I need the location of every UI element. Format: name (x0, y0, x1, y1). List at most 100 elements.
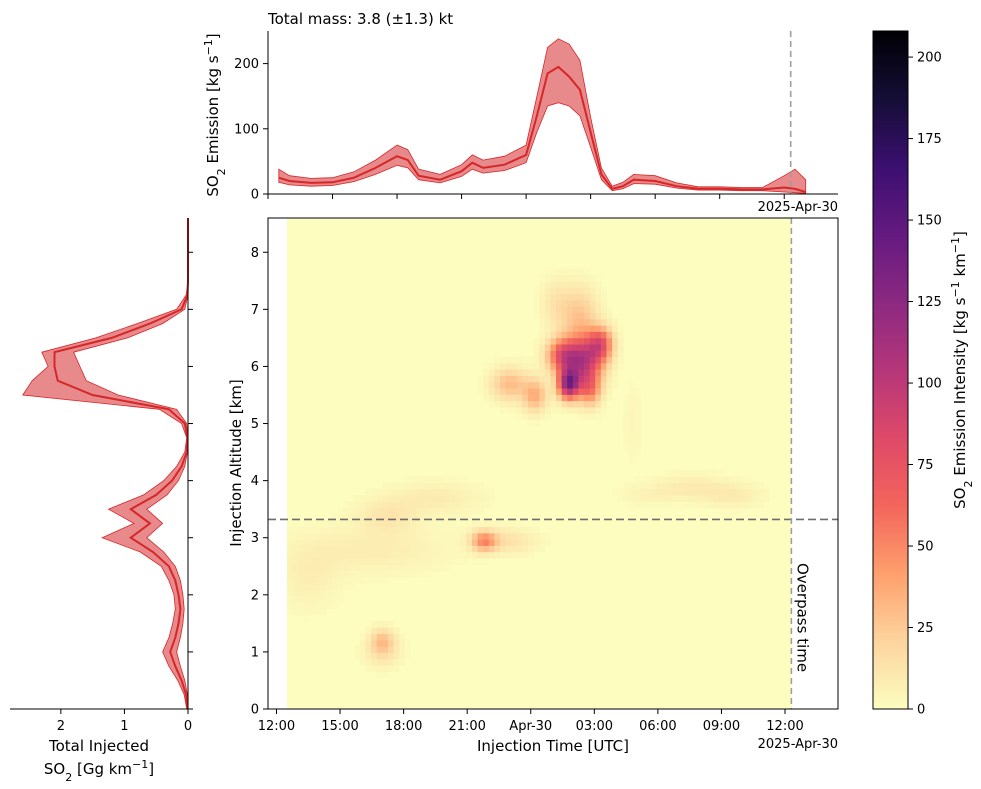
heatmap-cell (382, 545, 389, 553)
heatmap-cell (572, 350, 580, 358)
heatmap-cell (584, 337, 591, 345)
heatmap-cell (421, 513, 428, 521)
heatmap-cell (567, 369, 574, 376)
heatmap-cell (612, 343, 619, 351)
heatmap-cell (292, 595, 299, 603)
heatmap-cell (544, 293, 552, 301)
heatmap-cell (343, 564, 350, 572)
heatmap-cell (483, 494, 490, 502)
heatmap-cell (331, 551, 339, 559)
heatmap-cell (584, 325, 591, 332)
heatmap-cell (477, 375, 484, 383)
heatmap-cell (421, 488, 428, 496)
heatmap-cell (539, 532, 546, 540)
heatmap-cell (376, 494, 383, 502)
heatmap-cell (757, 501, 764, 509)
heatmap-cell (488, 362, 495, 370)
left-profile-line (53, 218, 189, 710)
heatmap-cell (443, 520, 451, 528)
heatmap-cell (455, 532, 462, 540)
heatmap-cell (556, 406, 563, 414)
heatmap-cell (556, 362, 563, 370)
heatmap-cell (387, 658, 395, 666)
heatmap-cell (595, 369, 602, 376)
cbar-label-mid: km (951, 253, 969, 281)
main-x-axis-label: Injection Time [UTC] (477, 737, 629, 755)
cbar-label-rest: Emission Intensity [kg s (951, 297, 969, 480)
heatmap-cell (354, 501, 361, 509)
heatmap-cell (516, 369, 524, 376)
colorbar-gradient (872, 30, 909, 710)
cbar-label-sup: −1 (949, 281, 962, 297)
heatmap-cell (443, 507, 451, 515)
heatmap-cell (561, 274, 568, 282)
heatmap-cell (460, 507, 467, 515)
heatmap-cell (466, 494, 473, 502)
heatmap-cell (432, 482, 439, 490)
heatmap-cell (572, 387, 580, 395)
heatmap-cell (393, 646, 400, 653)
heatmap-cell (556, 331, 563, 339)
heatmap-cell (505, 394, 512, 402)
heatmap-cell (701, 469, 708, 477)
heatmap-cell (522, 406, 529, 414)
heatmap-cell (584, 331, 591, 339)
heatmap-cell (567, 387, 574, 395)
left-xlabel-main: SO (44, 760, 65, 778)
heatmap-cell (718, 488, 725, 496)
heatmap-cell (488, 551, 495, 559)
heatmap-cell (561, 387, 568, 395)
heatmap-cell (606, 306, 613, 314)
heatmap-cell (623, 425, 630, 433)
heatmap-cell (561, 287, 568, 295)
heatmap-cell (404, 476, 411, 483)
heatmap-cell (387, 627, 395, 635)
heatmap-cell (578, 299, 585, 307)
heatmap-cell (488, 532, 495, 540)
heatmap-cell (393, 557, 400, 565)
heatmap-cell (309, 532, 316, 540)
heatmap-cell (382, 652, 389, 660)
heatmap-cell (421, 482, 428, 490)
heatmap-cell (309, 576, 316, 584)
heatmap-cell (645, 501, 652, 509)
heatmap-cell (724, 507, 731, 515)
heatmap-cell (410, 557, 417, 565)
heatmap-cell (595, 387, 602, 395)
heatmap-cell (561, 331, 568, 339)
heatmap-cell (315, 601, 322, 609)
heatmap-cell (303, 576, 311, 584)
heatmap-cell (606, 381, 613, 389)
heatmap-cell (320, 595, 327, 603)
heatmap-cell (371, 488, 378, 496)
heatmap-cell (668, 476, 675, 483)
heatmap-cell (292, 564, 299, 572)
heatmap-cell (589, 350, 596, 358)
heatmap-cell (500, 356, 507, 364)
heatmap-cell (348, 576, 355, 584)
heatmap-cell (298, 532, 305, 540)
heatmap-cell (427, 545, 434, 553)
heatmap-cell (589, 306, 596, 314)
heatmap-cell (617, 337, 624, 345)
heatmap-cell (427, 501, 434, 509)
heatmap-cell (707, 494, 714, 502)
heatmap-cell (763, 494, 770, 502)
heatmap-cell (359, 532, 367, 540)
heatmap-cell (460, 557, 467, 565)
heatmap-cell (595, 375, 602, 383)
heatmap-cell (539, 312, 546, 320)
top-y-tick-label: 100 (234, 122, 259, 137)
heatmap-cell (606, 325, 613, 332)
heatmap-cell (679, 501, 686, 509)
heatmap-cell (326, 539, 333, 546)
heatmap-cell (438, 507, 445, 515)
heatmap-cell (438, 557, 445, 565)
left-x-tick-label: 2 (57, 719, 65, 734)
heatmap-cell (679, 482, 686, 490)
heatmap-cell (410, 476, 417, 483)
heatmap-cell (628, 482, 636, 490)
heatmap-cell (449, 551, 456, 559)
heatmap-cell (326, 589, 333, 597)
heatmap-cell (292, 576, 299, 584)
